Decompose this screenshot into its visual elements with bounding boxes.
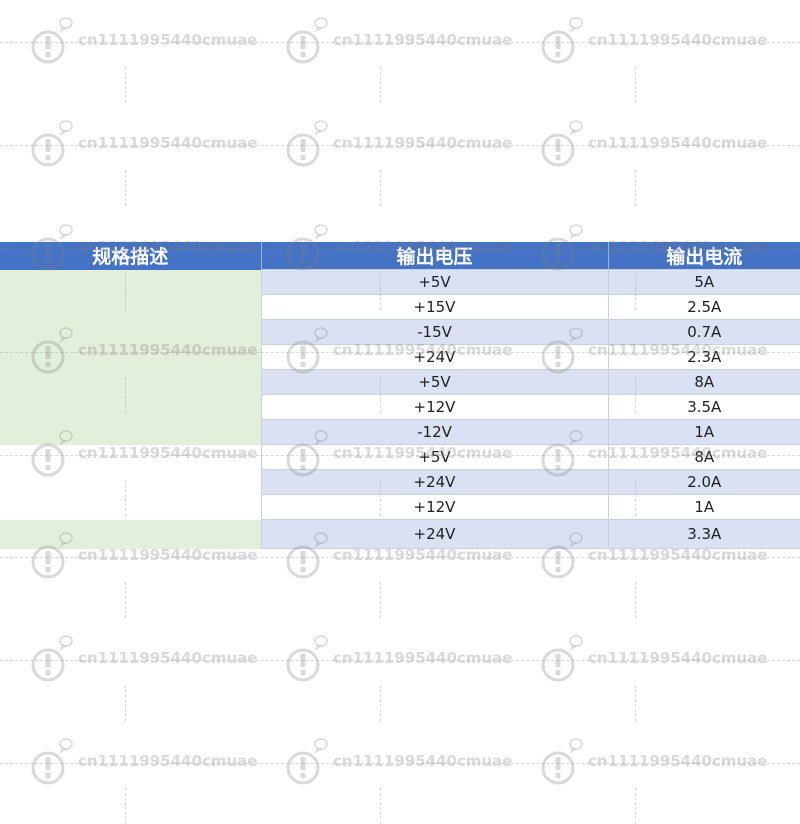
table-row: +24V 2.0A: [0, 469, 800, 495]
watermark: cn1111995440cmuae: [540, 633, 767, 683]
voltage-cell: +5V: [261, 444, 609, 470]
watermark-divider: [0, 660, 800, 661]
spec-desc-cell: [0, 269, 262, 370]
watermark-text: cn1111995440cmuae: [333, 752, 513, 770]
watermark-divider: [125, 582, 126, 618]
watermark-text: cn1111995440cmuae: [333, 649, 513, 667]
watermark: cn1111995440cmuae: [540, 736, 767, 786]
watermark-text: cn1111995440cmuae: [588, 752, 768, 770]
watermark-text: cn1111995440cmuae: [333, 134, 513, 152]
watermark-seal-icon: [286, 738, 328, 785]
watermark-divider: [0, 42, 800, 43]
current-cell: 8A: [608, 444, 800, 470]
watermark: cn1111995440cmuae: [540, 118, 767, 168]
watermark-seal-icon: [31, 120, 73, 167]
voltage-cell: +15V: [261, 294, 609, 320]
current-cell: 5A: [608, 269, 800, 295]
voltage-cell: +24V: [261, 519, 609, 549]
header-spec-desc: 规格描述: [0, 242, 262, 270]
watermark-divider: [635, 685, 636, 721]
watermark-text: cn1111995440cmuae: [588, 649, 768, 667]
table-row: +5V 5A: [0, 269, 800, 370]
watermark: cn1111995440cmuae: [30, 15, 257, 65]
table-row: +15V 2.5A: [0, 294, 800, 320]
table-row: +24V 3.3A: [0, 519, 800, 549]
spec-desc-cell: [0, 369, 262, 445]
watermark-divider: [380, 170, 381, 206]
watermark-divider: [125, 788, 126, 824]
watermark-divider: [380, 582, 381, 618]
watermark-divider: [125, 67, 126, 103]
watermark-seal-icon: [31, 17, 73, 64]
table-row: +12V 3.5A: [0, 394, 800, 420]
watermark-divider: [125, 170, 126, 206]
voltage-cell: +24V: [261, 344, 609, 370]
watermark-text: cn1111995440cmuae: [78, 649, 258, 667]
current-cell: 1A: [608, 494, 800, 520]
table-row: +12V 1A: [0, 494, 800, 520]
current-cell: 3.5A: [608, 394, 800, 420]
watermark-seal-icon: [541, 738, 583, 785]
spec-desc-cell: [0, 444, 262, 520]
watermark-divider: [635, 582, 636, 618]
watermark-seal-icon: [286, 120, 328, 167]
table-row: -12V 1A: [0, 419, 800, 445]
watermark: cn1111995440cmuae: [285, 15, 512, 65]
table-row: -15V 0.7A: [0, 319, 800, 345]
current-cell: 2.5A: [608, 294, 800, 320]
watermark-seal-icon: [541, 120, 583, 167]
watermark-divider: [635, 788, 636, 824]
watermark-divider: [635, 67, 636, 103]
spec-desc-cell: [0, 519, 262, 549]
watermark-divider: [635, 170, 636, 206]
watermark-divider: [0, 557, 800, 558]
watermark-seal-icon: [31, 635, 73, 682]
watermark: cn1111995440cmuae: [285, 633, 512, 683]
voltage-cell: -12V: [261, 419, 609, 445]
watermark: cn1111995440cmuae: [540, 15, 767, 65]
voltage-cell: +5V: [261, 369, 609, 395]
header-output-voltage: 输出电压: [261, 242, 609, 270]
table-row: +5V 8A: [0, 444, 800, 520]
header-output-current: 输出电流: [608, 242, 800, 270]
watermark-text: cn1111995440cmuae: [333, 31, 513, 49]
voltage-cell: +24V: [261, 469, 609, 495]
current-cell: 1A: [608, 419, 800, 445]
watermark-divider: [380, 788, 381, 824]
voltage-cell: -15V: [261, 319, 609, 345]
watermark-seal-icon: [31, 738, 73, 785]
table-row: +5V 8A: [0, 369, 800, 445]
voltage-cell: +12V: [261, 394, 609, 420]
watermark-divider: [125, 685, 126, 721]
current-cell: 3.3A: [608, 519, 800, 549]
watermark: cn1111995440cmuae: [30, 118, 257, 168]
current-cell: 2.3A: [608, 344, 800, 370]
current-cell: 0.7A: [608, 319, 800, 345]
watermark-seal-icon: [541, 17, 583, 64]
watermark-divider: [0, 145, 800, 146]
current-cell: 2.0A: [608, 469, 800, 495]
spec-table: 规格描述 输出电压 输出电流 +5V 5A +15V 2.5A -15V 0.7…: [0, 242, 800, 549]
watermark: cn1111995440cmuae: [285, 736, 512, 786]
watermark-text: cn1111995440cmuae: [588, 31, 768, 49]
watermark: cn1111995440cmuae: [30, 736, 257, 786]
table-header-row: 规格描述 输出电压 输出电流: [0, 242, 800, 270]
watermark-text: cn1111995440cmuae: [588, 134, 768, 152]
watermark: cn1111995440cmuae: [285, 118, 512, 168]
watermark-text: cn1111995440cmuae: [78, 31, 258, 49]
watermark-divider: [0, 763, 800, 764]
voltage-cell: +5V: [261, 269, 609, 295]
voltage-cell: +12V: [261, 494, 609, 520]
watermark-text: cn1111995440cmuae: [78, 134, 258, 152]
watermark-seal-icon: [286, 635, 328, 682]
watermark-seal-icon: [286, 17, 328, 64]
table-row: +24V 2.3A: [0, 344, 800, 370]
watermark: cn1111995440cmuae: [30, 633, 257, 683]
current-cell: 8A: [608, 369, 800, 395]
watermark-seal-icon: [541, 635, 583, 682]
watermark-divider: [380, 685, 381, 721]
watermark-text: cn1111995440cmuae: [78, 752, 258, 770]
watermark-divider: [380, 67, 381, 103]
